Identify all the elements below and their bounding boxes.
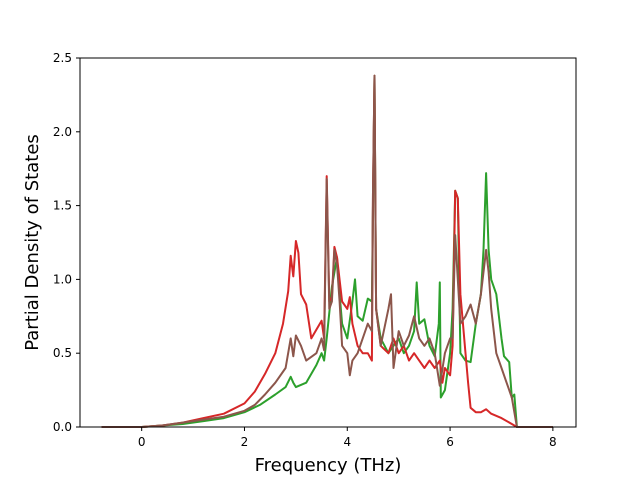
- y-axis-label: Partial Density of States: [22, 134, 43, 351]
- y-tick-label: 0.0: [53, 420, 72, 434]
- x-tick-label: 2: [241, 435, 249, 449]
- series-line-3: [101, 74, 553, 428]
- x-tick-label: 4: [343, 435, 351, 449]
- y-tick-label: 2.5: [53, 51, 72, 65]
- y-tick-label: 2.0: [53, 125, 72, 139]
- series-layer: [101, 74, 553, 428]
- series-line-2: [101, 74, 553, 428]
- ticks-layer: 0 2 4 6 8 0.0 0.5 1.0 1.5 2.0 2.5: [53, 51, 557, 449]
- y-tick-label: 0.5: [53, 346, 72, 360]
- y-tick-label: 1.0: [53, 272, 72, 286]
- x-tick-label: 0: [138, 435, 146, 449]
- y-tick-label: 1.5: [53, 199, 72, 213]
- x-axis-label: Frequency (THz): [255, 455, 402, 476]
- x-tick-label: 8: [549, 435, 557, 449]
- plot-frame: [79, 57, 577, 428]
- x-tick-label: 6: [446, 435, 454, 449]
